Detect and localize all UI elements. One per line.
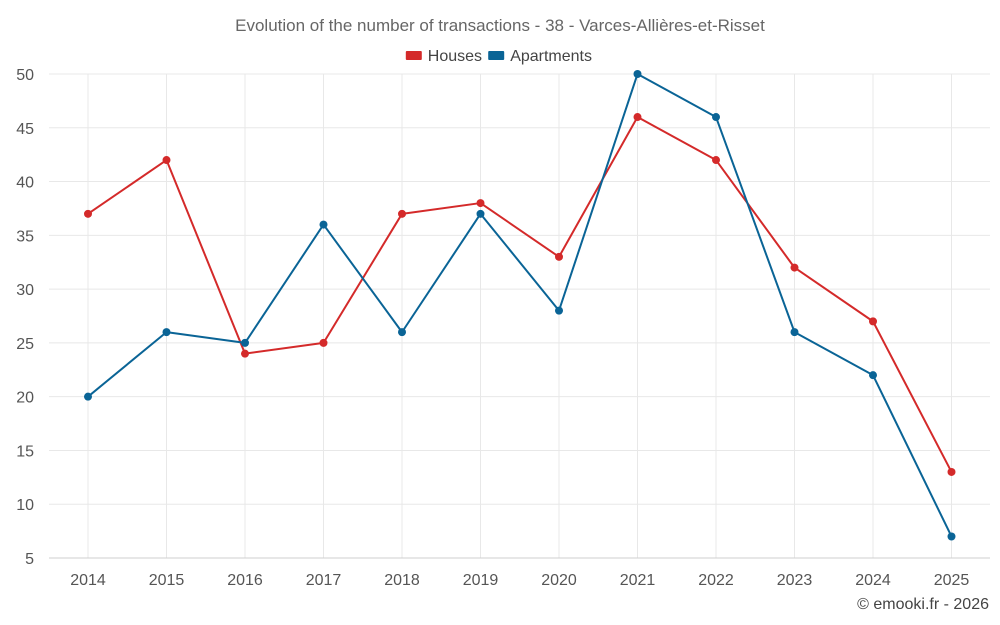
y-tick-label: 10 [16, 497, 34, 514]
y-tick-label: 5 [25, 551, 34, 568]
grid [49, 73, 990, 559]
y-tick-label: 40 [16, 175, 34, 192]
data-point [162, 156, 171, 165]
chart-title: Evolution of the number of transactions … [235, 16, 765, 35]
data-point [319, 220, 328, 229]
x-tick-label: 2025 [934, 572, 970, 589]
data-point [712, 156, 720, 165]
data-point [947, 467, 956, 476]
y-tick-label: 45 [16, 121, 34, 138]
legend-item-houses: Houses [405, 48, 482, 65]
data-point [712, 113, 720, 122]
x-tick-label: 2014 [70, 572, 106, 589]
data-point [319, 338, 328, 347]
x-tick-label: 2023 [777, 572, 813, 589]
y-tick-label: 15 [16, 443, 34, 460]
series-line-houses [87, 116, 953, 473]
x-tick-label: 2021 [620, 572, 656, 589]
series-layer [84, 70, 956, 541]
series-line-apartments [87, 73, 953, 537]
data-point [869, 317, 877, 326]
x-tick-label: 2019 [463, 572, 499, 589]
y-tick-label: 30 [16, 282, 34, 299]
legend-label: Apartments [510, 48, 592, 65]
x-axis: 2014 2015 2016 2017 2018 2019 2020 2021 2022 2023… [49, 557, 990, 589]
x-tick-label: 2020 [541, 572, 577, 589]
data-point [869, 371, 877, 380]
data-point [84, 209, 92, 218]
data-point [633, 70, 642, 78]
x-tick-label: 2024 [855, 572, 891, 589]
legend-swatch [488, 51, 505, 60]
data-point [398, 209, 406, 218]
series-houses [84, 113, 956, 476]
y-tick-label: 35 [16, 228, 34, 245]
series-apartments [84, 70, 956, 541]
y-tick-label: 25 [16, 336, 34, 353]
data-point [162, 328, 171, 337]
data-point [555, 306, 563, 315]
data-point [947, 532, 956, 541]
y-tick-label: 20 [16, 390, 34, 407]
legend-swatch [405, 51, 422, 60]
x-tick-label: 2017 [306, 572, 342, 589]
x-tick-label: 2015 [149, 572, 185, 589]
data-point [241, 338, 249, 347]
y-axis: 5 10 15 20 25 30 35 40 45 50 [16, 67, 34, 568]
legend: Houses Apartments [405, 48, 592, 65]
x-tick-label: 2022 [698, 572, 734, 589]
x-tick-label: 2016 [227, 572, 263, 589]
data-point [476, 199, 485, 208]
data-point [790, 328, 799, 337]
legend-item-apartments: Apartments [488, 48, 592, 65]
x-tick-label: 2018 [384, 572, 420, 589]
data-point [476, 209, 485, 218]
legend-label: Houses [428, 48, 482, 65]
data-point [84, 392, 92, 401]
credit-text: © emooki.fr - 2026 [857, 596, 989, 613]
data-point [555, 252, 563, 261]
data-point [241, 349, 249, 358]
data-point [633, 113, 642, 122]
data-point [790, 263, 799, 272]
y-tick-label: 50 [16, 67, 34, 84]
data-point [398, 328, 406, 337]
